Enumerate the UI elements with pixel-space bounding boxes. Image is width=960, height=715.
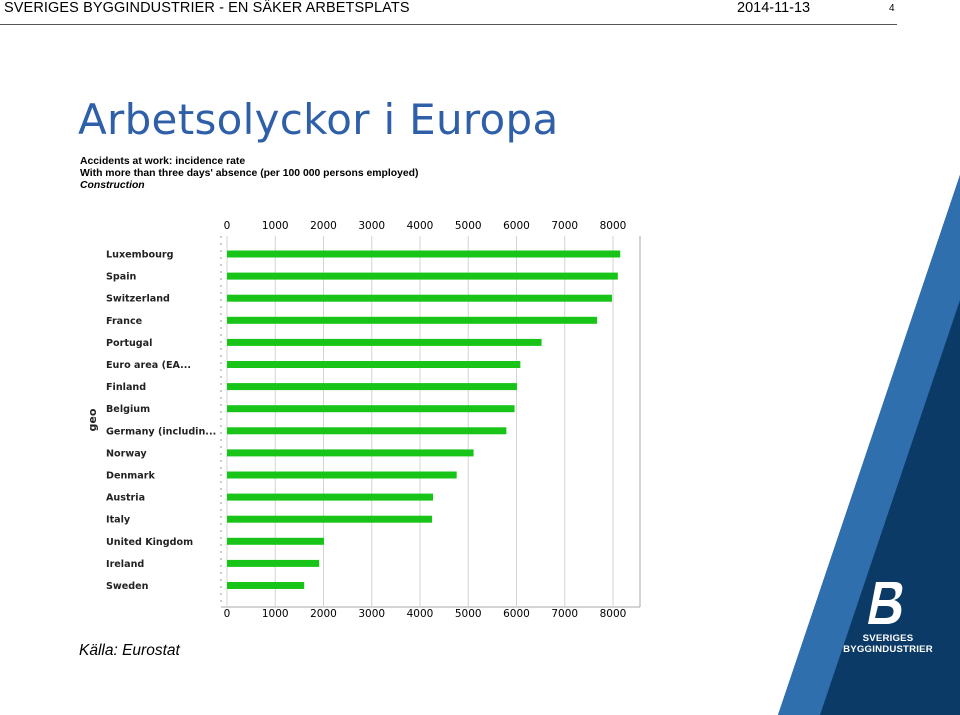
bar — [227, 250, 621, 258]
brand-wave-light — [778, 175, 960, 715]
header-date: 2014-11-13 — [737, 0, 811, 16]
category-label: Finland — [106, 382, 146, 393]
category-label: Denmark — [106, 471, 156, 482]
bar — [227, 427, 507, 435]
category-label: Italy — [106, 515, 131, 526]
bar — [227, 559, 320, 567]
x-tick-label-top: 8000 — [600, 220, 627, 232]
bar — [227, 493, 434, 501]
x-tick-label-top: 3000 — [358, 220, 385, 232]
category-label: Sweden — [106, 581, 149, 592]
x-tick-label-top: 1000 — [262, 220, 289, 232]
bar — [227, 338, 542, 346]
bar — [227, 405, 515, 413]
x-tick-label-top: 6000 — [503, 220, 530, 232]
category-label: Portugal — [106, 338, 152, 349]
page-title: Arbetsolyckor i Europa — [78, 95, 559, 144]
category-label: Switzerland — [106, 294, 170, 305]
bar — [227, 582, 305, 589]
category-label: Austria — [106, 493, 145, 504]
chart-header: Accidents at work: incidence rate With m… — [80, 156, 418, 192]
x-tick-label-top: 0 — [224, 220, 231, 232]
bar — [227, 383, 517, 391]
chart-subtitle: With more than three days' absence (per … — [80, 168, 419, 179]
x-tick-label-bottom: 1000 — [262, 608, 289, 620]
logo-line-2: BYGGINDUSTRIER — [843, 644, 933, 655]
category-label: Spain — [106, 272, 137, 283]
bar — [227, 449, 474, 457]
x-tick-label-bottom: 7000 — [551, 608, 578, 620]
category-label: Luxembourg — [106, 250, 174, 261]
category-label: Norway — [106, 448, 147, 459]
x-tick-label-bottom: 2000 — [310, 608, 337, 620]
x-tick-label-top: 2000 — [310, 220, 337, 232]
chart-title: Accidents at work: incidence rate — [80, 156, 246, 167]
bar — [227, 272, 618, 280]
x-tick-label-bottom: 4000 — [407, 608, 434, 620]
category-label: Euro area (EA... — [106, 360, 191, 371]
x-tick-label-top: 7000 — [551, 220, 578, 232]
company-logo: SVERIGES BYGGINDUSTRIER — [843, 580, 933, 655]
bar — [227, 361, 521, 368]
category-label: Ireland — [106, 559, 144, 570]
bar — [227, 316, 598, 324]
source-note: Källa: Eurostat — [79, 642, 180, 659]
x-tick-label-top: 4000 — [407, 220, 434, 232]
x-tick-label-bottom: 5000 — [455, 608, 482, 620]
bar — [227, 294, 613, 302]
bar — [227, 515, 433, 523]
header-title: SVERIGES BYGGINDUSTRIER - EN SÄKER ARBET… — [4, 0, 410, 16]
x-tick-label-bottom: 6000 — [503, 608, 530, 620]
logo-line-1: SVERIGES — [862, 633, 914, 644]
bar — [227, 537, 324, 545]
x-tick-label-bottom: 0 — [224, 608, 231, 620]
category-label: United Kingdom — [106, 537, 193, 548]
page-number: 4 — [889, 3, 895, 14]
x-tick-label-top: 5000 — [455, 220, 482, 232]
x-tick-label-bottom: 3000 — [358, 608, 385, 620]
chart-subtitle-sector: Construction — [80, 180, 145, 191]
y-axis-label: geo — [86, 408, 99, 431]
category-label: Belgium — [106, 404, 150, 415]
x-tick-label-bottom: 8000 — [600, 608, 627, 620]
header-divider — [0, 24, 897, 25]
logo-emblem-icon — [868, 582, 903, 624]
category-label: Germany (includin... — [106, 426, 216, 437]
bar — [227, 471, 457, 479]
category-label: France — [106, 316, 143, 327]
